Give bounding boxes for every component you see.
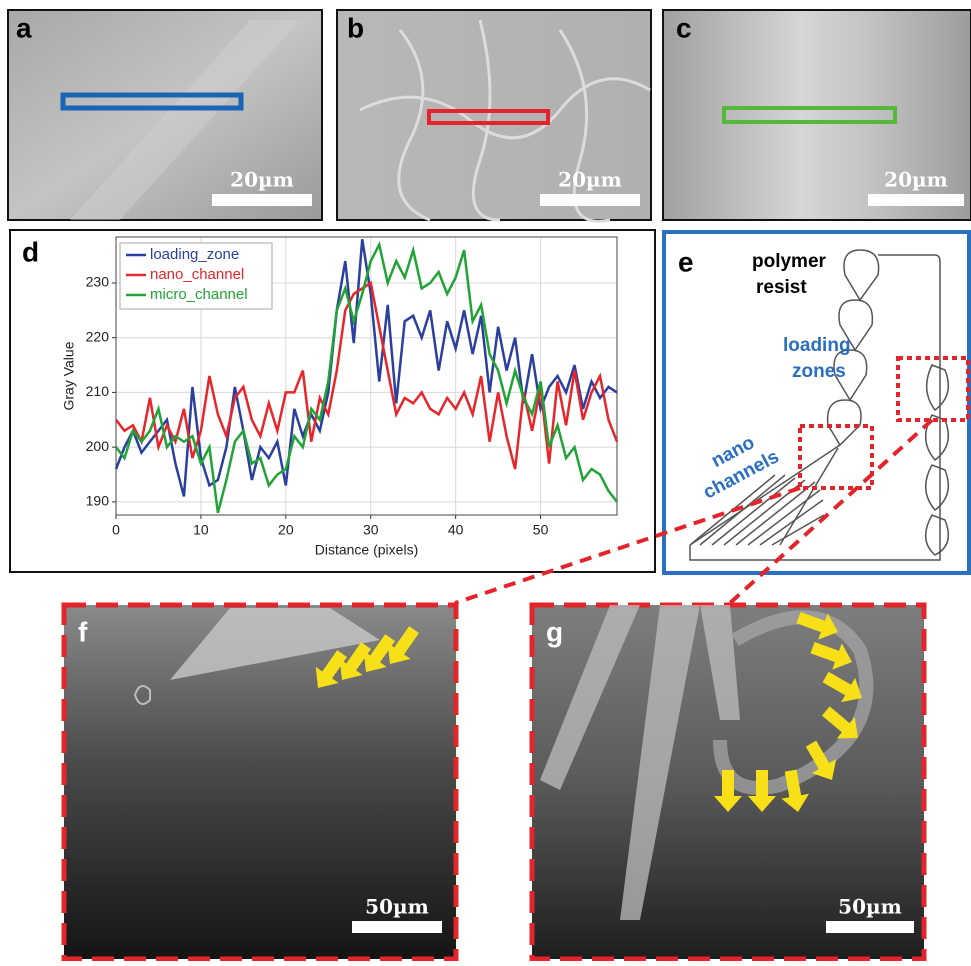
- panel-label: d: [22, 236, 39, 267]
- annotation-line: resist: [756, 277, 807, 298]
- scale-bar-label: 20µm: [884, 168, 948, 192]
- annotation-line: loading: [783, 335, 851, 356]
- legend-label: nano_channel: [150, 266, 244, 283]
- scale-bar-label: 20µm: [230, 168, 294, 192]
- annotation-line: polymer: [752, 251, 827, 272]
- x-tick-label: 30: [363, 522, 379, 538]
- panel-label: b: [347, 12, 364, 43]
- panel-label: e: [678, 246, 694, 277]
- scale-bar: [540, 194, 640, 206]
- panel-g: 50µm g: [532, 604, 924, 959]
- panel-c: 20µm c: [663, 10, 971, 220]
- x-tick-label: 50: [533, 522, 549, 538]
- y-tick-label: 190: [86, 493, 110, 509]
- figure: 20µm a 20µm b 20µm c d 190 200 210 220 230 0 1…: [0, 0, 971, 961]
- y-tick-label: 210: [86, 383, 110, 399]
- annotation-line: zones: [792, 361, 846, 382]
- scale-bar-label: 20µm: [558, 168, 622, 192]
- scale-bar: [868, 194, 964, 206]
- y-tick-label: 230: [86, 274, 110, 290]
- y-tick-label: 200: [86, 438, 110, 454]
- panel-a: 20µm a: [8, 10, 322, 220]
- panel-d: d 190 200 210 220 230 0 10 20 30 40 50 Distance (pi…: [10, 230, 655, 572]
- y-tick-label: 220: [86, 328, 110, 344]
- scale-bar-label: 50µm: [838, 895, 902, 919]
- y-axis-label: Gray Value: [61, 341, 77, 410]
- panel-label: c: [676, 12, 692, 43]
- x-axis-label: Distance (pixels): [315, 542, 418, 558]
- panel-f: 50µm f: [64, 605, 456, 959]
- legend-label: micro_channel: [150, 286, 248, 303]
- panel-label: g: [546, 616, 563, 647]
- x-tick-label: 20: [278, 522, 294, 538]
- legend-label: loading_zone: [150, 246, 239, 263]
- scale-bar: [212, 194, 312, 206]
- x-tick-label: 40: [448, 522, 464, 538]
- scale-bar-label: 50µm: [365, 895, 429, 919]
- panel-frame: [664, 232, 969, 573]
- page: 20µm a 20µm b 20µm c d 190 200 210 220 230 0 1…: [0, 0, 971, 966]
- x-tick-label: 0: [112, 522, 120, 538]
- panel-label: a: [16, 12, 32, 43]
- scale-bar: [826, 921, 914, 933]
- panel-label: f: [78, 616, 88, 647]
- panel-b: 20µm b: [337, 10, 651, 221]
- scale-bar: [352, 921, 442, 933]
- x-tick-label: 10: [193, 522, 209, 538]
